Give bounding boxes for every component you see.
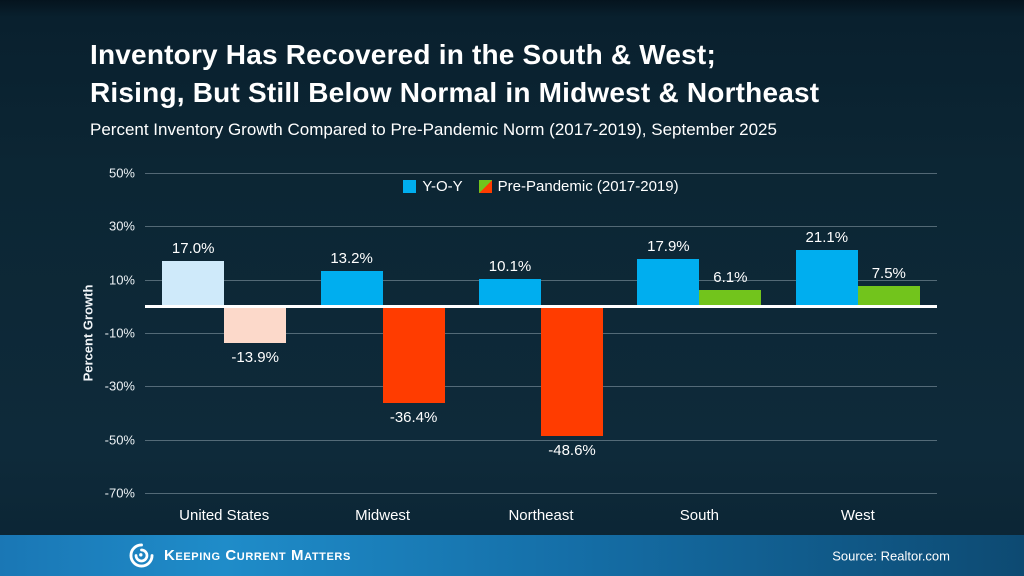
kcm-swirl-logo-icon	[129, 543, 154, 568]
gridline	[145, 226, 937, 228]
x-axis-category-label: United States	[179, 507, 270, 524]
chart-legend: Y-O-Y Pre-Pandemic (2017-2019)	[145, 177, 937, 195]
bar-chart-plot-area: 50% 30% 10% -10% -30% -50% -70% 17.0% -13.9% Unit…	[105, 166, 937, 524]
bar-value-label: 6.1%	[713, 269, 748, 287]
gridline	[145, 493, 937, 494]
y-axis-tick-label: -10%	[104, 325, 135, 341]
bar-value-label: 21.1%	[805, 229, 849, 247]
y-axis-tick-label: 50%	[108, 165, 135, 181]
legend-label-pre-pandemic: Pre-Pandemic (2017-2019)	[497, 177, 679, 195]
title-line-1: Inventory Has Recovered in the South & W…	[90, 39, 716, 70]
bar-yoy	[795, 250, 858, 307]
bar-pre-pandemic	[224, 306, 287, 344]
x-axis-category-label: West	[840, 507, 875, 524]
title-line-2: Rising, But Still Below Normal in Midwes…	[90, 77, 820, 108]
brand-lockup: Keeping Current Matters	[128, 542, 351, 569]
bar-pre-pandemic	[857, 286, 920, 307]
bar-value-label: 17.9%	[647, 237, 690, 255]
legend-item-pre-pandemic: Pre-Pandemic (2017-2019)	[478, 177, 679, 195]
bar-pre-pandemic	[699, 290, 762, 307]
legend-item-yoy: Y-O-Y	[403, 177, 463, 195]
page-title: Inventory Has Recovered in the South & W…	[90, 36, 970, 112]
bar-value-label: -48.6%	[548, 441, 596, 459]
source-attribution: Source: Realtor.com	[832, 548, 950, 563]
bar-yoy	[162, 261, 225, 307]
y-axis-tick-label: 10%	[108, 272, 135, 288]
brand-name: Keeping Current Matters	[164, 547, 351, 564]
bar-value-label: -13.9%	[231, 349, 279, 367]
gridline	[145, 439, 937, 441]
gridline	[145, 279, 937, 281]
bar-value-label: 10.1%	[488, 258, 532, 276]
y-axis-tick-label: -70%	[104, 485, 135, 501]
bar-value-label: 13.2%	[330, 250, 373, 268]
y-axis-tick-label: -30%	[104, 378, 135, 394]
bar-yoy	[479, 279, 541, 307]
yoy-swatch-icon	[403, 179, 417, 193]
bar-pre-pandemic	[541, 306, 603, 436]
pre-pandemic-swatch-icon	[478, 179, 492, 193]
zero-axis-line	[145, 305, 937, 309]
bar-value-label: 17.0%	[171, 240, 215, 257]
y-axis-tick-label: -50%	[104, 432, 135, 448]
y-axis-tick-label: 30%	[108, 218, 135, 234]
bar-value-label: 7.5%	[871, 265, 906, 283]
bar-yoy	[637, 258, 700, 307]
chart-subtitle: Percent Inventory Growth Compared to Pre…	[90, 120, 777, 139]
bar-pre-pandemic	[382, 306, 445, 404]
x-axis-category-label: South	[679, 507, 719, 524]
x-axis-category-label: Midwest	[355, 507, 411, 524]
gridline	[145, 173, 937, 174]
x-axis-category-label: Northeast	[508, 507, 574, 524]
bar-value-label: -36.4%	[389, 409, 438, 427]
legend-label-yoy: Y-O-Y	[422, 177, 463, 195]
footer-bar: Keeping Current Matters Source: Realtor.…	[0, 535, 1024, 576]
bar-yoy	[320, 271, 383, 307]
